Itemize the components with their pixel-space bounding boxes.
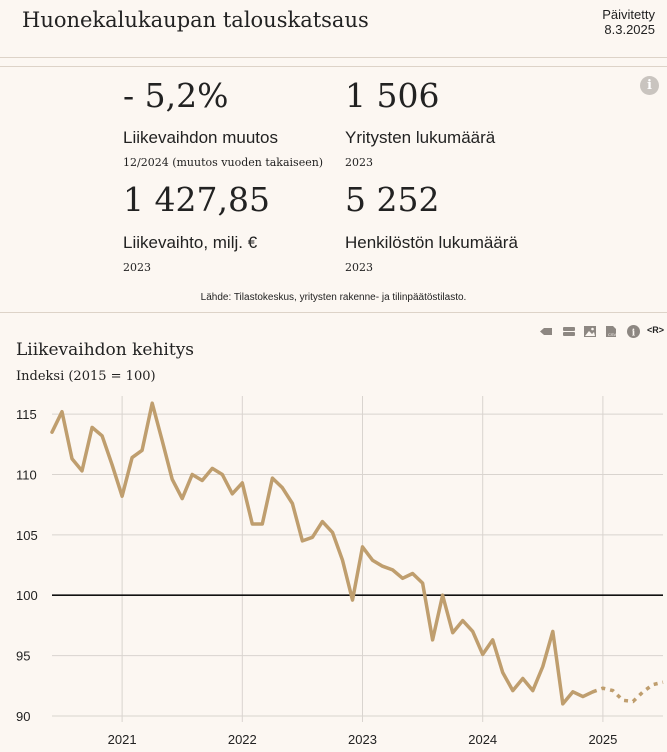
chart-title: Liikevaihdon kehitys — [16, 340, 195, 360]
kpi-top-divider — [0, 66, 667, 67]
kpi-turnover-note: 2023 — [123, 261, 151, 274]
info-icon[interactable]: i — [627, 325, 640, 338]
info-icon[interactable]: i — [640, 76, 659, 95]
x-tick-label: 2025 — [588, 732, 617, 747]
csv-file-icon[interactable]: CSV — [605, 326, 617, 337]
image-icon[interactable] — [584, 326, 596, 337]
kpi-turnover-change-label: Liikevaihdon muutos — [123, 128, 278, 147]
kpi-turnover-change-note: 12/2024 (muutos vuoden takaiseen) — [123, 156, 324, 169]
kpi-companies-value: 1 506 — [345, 76, 440, 115]
kpi-turnover-change-value: - 5,2% — [123, 76, 229, 115]
updated-info: Päivitetty 8.3.2025 — [602, 7, 655, 37]
page-title: Huonekalukaupan talouskatsaus — [22, 8, 369, 32]
updated-date: 8.3.2025 — [604, 22, 655, 37]
chart-subtitle: Indeksi (2015 = 100) — [16, 369, 156, 384]
kpi-personnel-label: Henkilöstön lukumäärä — [345, 233, 518, 252]
x-tick-label: 2021 — [108, 732, 137, 747]
header-divider — [0, 57, 667, 58]
table-icon[interactable] — [563, 326, 575, 337]
y-tick-label: 95 — [16, 649, 30, 664]
updated-label: Päivitetty — [602, 7, 655, 22]
r-code-icon[interactable]: <R> — [647, 325, 665, 335]
kpi-companies-label: Yritysten lukumäärä — [345, 128, 496, 147]
kpi-turnover-label: Liikevaihto, milj. € — [123, 233, 258, 252]
kpi-personnel-note: 2023 — [345, 261, 373, 274]
y-tick-label: 100 — [16, 588, 38, 603]
source-note: Lähde: Tilastokeskus, yritysten rakenne-… — [200, 292, 467, 303]
index-series-line — [50, 401, 595, 706]
svg-text:i: i — [632, 329, 636, 339]
x-tick-label: 2024 — [468, 732, 497, 747]
x-tick-label: 2022 — [228, 732, 257, 747]
y-tick-label: 90 — [16, 709, 30, 724]
y-tick-label: 110 — [16, 467, 37, 482]
y-tick-label: 115 — [16, 407, 37, 422]
kpi-personnel-value: 5 252 — [345, 180, 440, 219]
arrow-left-icon[interactable] — [540, 326, 552, 337]
x-tick-label: 2023 — [348, 732, 377, 747]
y-tick-label: 105 — [16, 528, 38, 543]
chart-top-divider — [0, 312, 667, 313]
forecast-series-line — [592, 680, 664, 704]
svg-text:CSV: CSV — [608, 332, 617, 337]
kpi-companies-note: 2023 — [345, 156, 373, 169]
kpi-turnover-value: 1 427,85 — [123, 180, 270, 219]
